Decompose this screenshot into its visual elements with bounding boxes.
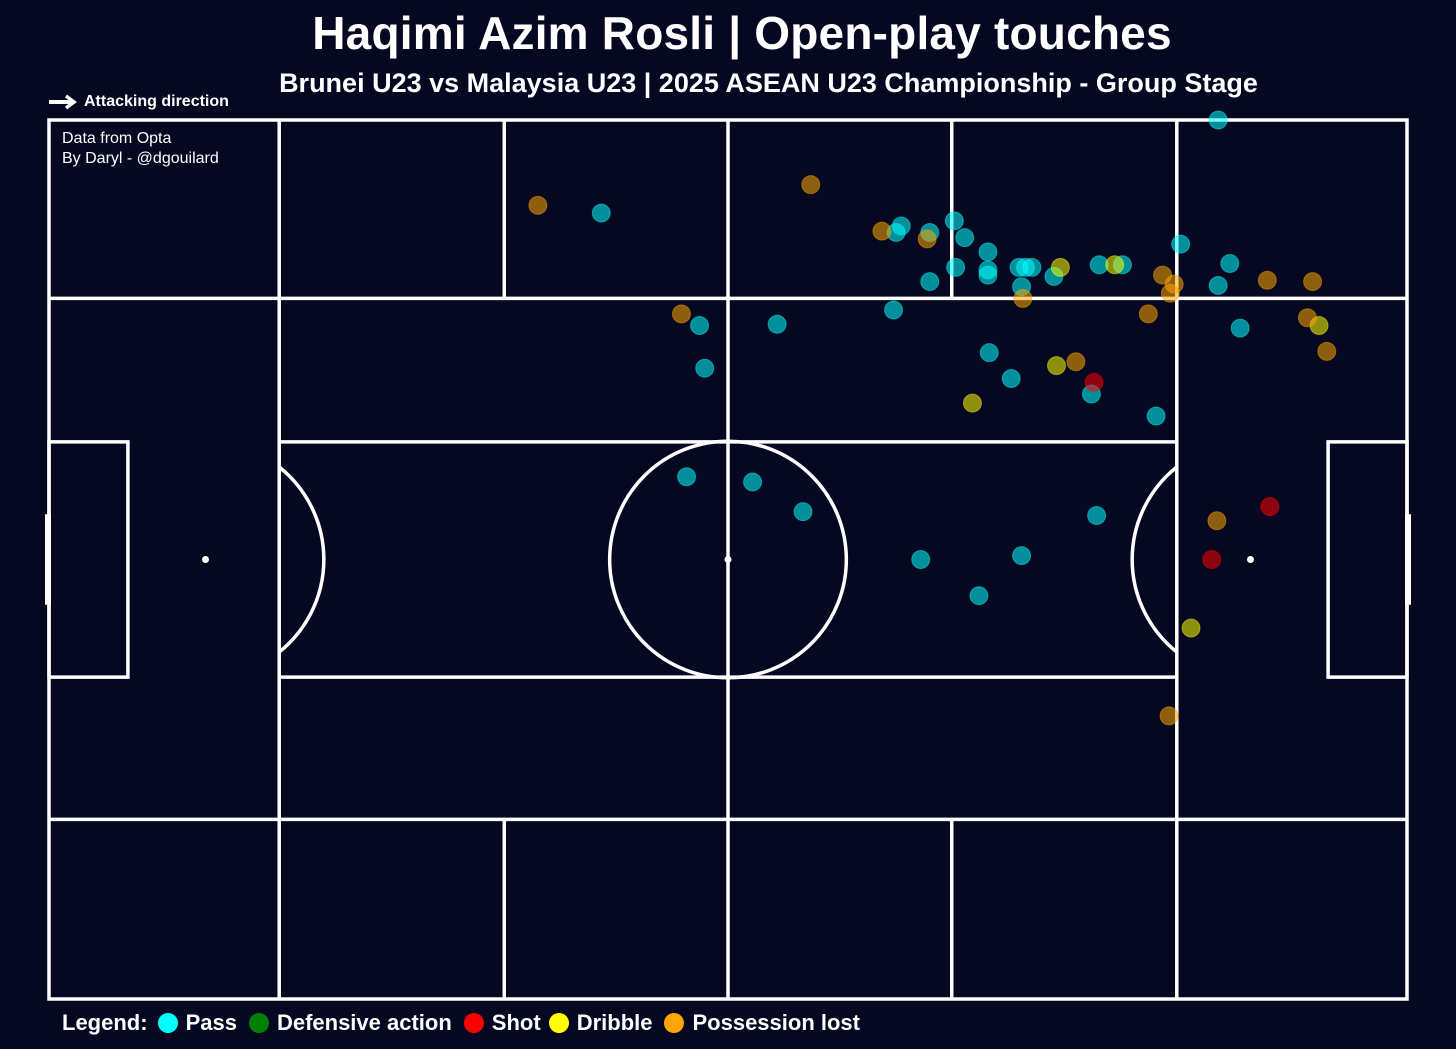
touch-point-possession-lost	[1013, 288, 1033, 308]
pitch-markers	[201, 556, 1255, 563]
legend-marker-possession-lost	[664, 1013, 685, 1033]
penalty-arc-right	[1130, 465, 1178, 654]
touch-point-pass	[1022, 257, 1042, 277]
touch-point-dribble	[1105, 255, 1125, 275]
touch-point-possession-lost	[1066, 352, 1086, 372]
attacking-direction-label: Attacking direction	[84, 93, 229, 110]
touch-point-pass	[1208, 275, 1228, 295]
touch-point-pass	[1208, 110, 1228, 130]
legend-label-possession-lost: Possession lost	[692, 1010, 860, 1035]
penalty-spot-right	[1247, 556, 1255, 563]
touch-point-pass	[695, 358, 715, 378]
touch-point-pass	[767, 314, 787, 334]
legend-marker-shot	[463, 1013, 484, 1033]
legend-item-pass: Pass	[157, 1010, 237, 1036]
chart-subtitle: Brunei U23 vs Malaysia U23 | 2025 ASEAN …	[279, 68, 1258, 98]
touch-point-dribble	[1047, 356, 1067, 376]
touch-point-possession-lost	[917, 229, 937, 249]
touch-point-pass	[743, 472, 763, 492]
touch-point-pass	[978, 265, 998, 285]
touch-point-possession-lost	[1257, 270, 1277, 290]
touch-point-pass	[946, 257, 966, 277]
legend-marker-dribble	[548, 1013, 569, 1033]
touch-point-pass	[944, 211, 964, 231]
goal-left	[45, 514, 51, 605]
touch-point-shot	[1084, 372, 1104, 392]
touch-point-pass	[1146, 406, 1166, 426]
touch-point-pass	[591, 203, 611, 223]
touch-point-pass	[1001, 369, 1021, 389]
legend-item-dribble: Dribble	[548, 1010, 653, 1036]
penalty-arc-left	[278, 465, 326, 654]
touch-point-possession-lost	[872, 221, 892, 241]
touch-points	[528, 110, 1337, 726]
penalty-spot-left	[201, 556, 209, 563]
pitch-lines	[45, 118, 1411, 1001]
touch-point-pass	[884, 300, 904, 320]
touch-point-dribble	[962, 393, 982, 413]
touch-point-possession-lost	[1317, 341, 1337, 361]
touch-point-dribble	[1181, 618, 1201, 638]
legend-label-dribble: Dribble	[576, 1010, 653, 1035]
chart-title: Haqimi Azim Rosli | Open-play touches	[312, 7, 1172, 59]
author-credit: By Daryl - @dgouilard	[62, 150, 219, 167]
touch-point-pass	[920, 272, 940, 292]
legend-marker-defensive-action	[248, 1013, 269, 1033]
data-source-credit: Data from Opta	[62, 130, 172, 147]
touch-point-pass	[1012, 546, 1032, 566]
touch-point-pass	[690, 316, 710, 336]
touch-point-pass	[969, 586, 989, 606]
credits: Data from Opta By Daryl - @dgouilard	[62, 129, 219, 169]
touch-point-dribble	[1050, 257, 1070, 277]
legend-title: Legend:	[62, 1010, 148, 1035]
legend-item-shot: Shot	[463, 1010, 541, 1036]
touch-point-possession-lost	[1207, 511, 1227, 531]
centre-spot	[724, 556, 732, 563]
touch-point-pass	[979, 343, 999, 363]
touch-point-shot	[1260, 497, 1280, 517]
legend-label-pass: Pass	[185, 1010, 237, 1035]
legend: Legend: Pass Defensive action Shot Dribb…	[62, 1008, 872, 1038]
touch-point-pass	[1087, 506, 1107, 526]
legend-label-defensive-action: Defensive action	[276, 1010, 452, 1035]
touch-point-possession-lost	[1159, 706, 1179, 726]
legend-label-shot: Shot	[491, 1010, 541, 1035]
touch-point-pass	[1220, 253, 1240, 273]
touch-point-pass	[1171, 234, 1191, 254]
touch-point-pass	[677, 467, 697, 487]
attacking-direction: Attacking direction	[48, 90, 229, 114]
touch-point-pass	[911, 550, 931, 569]
touch-point-possession-lost	[528, 195, 548, 215]
touch-point-pass	[955, 228, 975, 248]
touch-point-possession-lost	[801, 175, 821, 195]
touch-point-pass	[978, 242, 998, 262]
goal-right	[1405, 514, 1411, 605]
touch-point-possession-lost	[1297, 308, 1317, 328]
touch-point-possession-lost	[1303, 272, 1323, 292]
touch-point-shot	[1202, 550, 1222, 569]
touch-point-possession-lost	[1160, 283, 1180, 303]
legend-item-possession-lost: Possession lost	[664, 1010, 860, 1036]
six-yard-box-left	[47, 440, 130, 679]
touch-point-possession-lost	[1138, 304, 1158, 324]
touch-point-possession-lost	[671, 304, 691, 324]
arrow-right-icon	[49, 94, 77, 110]
six-yard-box-right	[1326, 440, 1409, 679]
legend-marker-pass	[157, 1013, 178, 1033]
legend-item-defensive-action: Defensive action	[248, 1010, 452, 1036]
touch-point-pass	[793, 502, 813, 522]
touch-point-pass	[1230, 318, 1250, 338]
centre-circle	[607, 439, 849, 680]
